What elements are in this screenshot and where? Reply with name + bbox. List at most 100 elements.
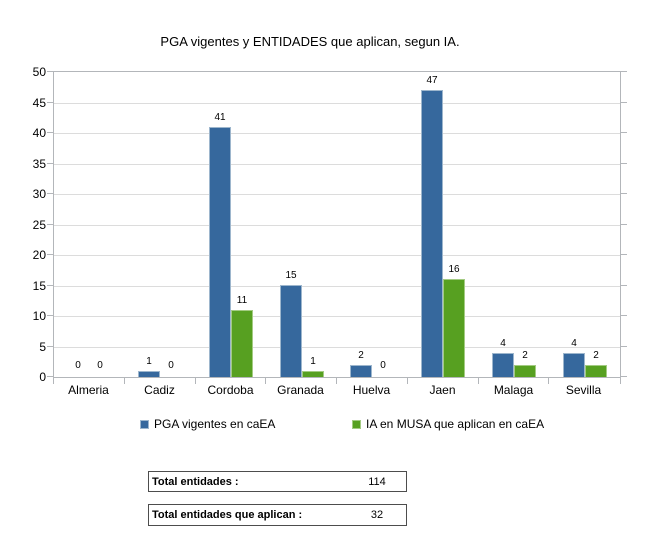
x-category-label: Granada (277, 383, 324, 397)
x-axis-labels: Almeria Cadiz Cordoba Granada Huelva Jaen Mala… (53, 383, 621, 399)
plot-area: 0 0 1 0 41 11 15 1 2 0 47 16 4 2 4 2 (53, 71, 621, 378)
y-tick-mark (47, 102, 53, 103)
legend-item: PGA vigentes en caEA (140, 417, 275, 431)
x-tick-mark (195, 378, 196, 384)
y-tick-label: 50 (32, 65, 46, 79)
x-tick-mark (407, 378, 408, 384)
y-tick-mark (47, 71, 53, 72)
y-tick-mark (621, 254, 627, 255)
bar-value-label: 0 (97, 360, 103, 371)
y-tick-mark (621, 71, 627, 72)
bar-jaen-series2 (443, 279, 465, 377)
y-tick-label: 15 (32, 279, 46, 293)
x-tick-mark (548, 378, 549, 384)
y-tick-mark (621, 376, 627, 377)
x-tick-mark (620, 378, 621, 384)
y-tick-mark (47, 346, 53, 347)
y-tick-mark (621, 132, 627, 133)
chart-legend: PGA vigentes en caEA IA en MUSA que aplic… (0, 417, 661, 431)
y-tick-mark (621, 315, 627, 316)
x-category-label: Huelva (352, 383, 391, 397)
y-tick-label: 10 (32, 309, 46, 323)
y-tick-mark (621, 102, 627, 103)
bar-granada-series1 (280, 285, 302, 377)
y-tick-mark (47, 224, 53, 225)
total-entities-box: Total entidades : 114 (148, 471, 407, 492)
total-applying-box: Total entidades que aplican : 32 (148, 504, 407, 526)
gridline (54, 255, 620, 256)
y-tick-label: 40 (32, 126, 46, 140)
bar-jaen-series1 (421, 90, 443, 377)
x-tick-mark (478, 378, 479, 384)
bar-cadiz-series1 (138, 371, 160, 377)
bar-value-label: 0 (380, 360, 386, 371)
y-tick-mark (621, 163, 627, 164)
y-tick-mark (47, 132, 53, 133)
gridline (54, 103, 620, 104)
y-tick-mark (47, 285, 53, 286)
bar-value-label: 16 (448, 264, 460, 275)
bar-sevilla-series1 (563, 353, 585, 377)
y-tick-mark (621, 224, 627, 225)
x-tick-mark (336, 378, 337, 384)
bar-value-label: 41 (214, 112, 226, 123)
x-category-label: Jaen (429, 383, 456, 397)
legend-item: IA en MUSA que aplican en caEA (352, 417, 544, 431)
y-tick-mark (621, 193, 627, 194)
gridline (54, 286, 620, 287)
y-tick-label: 25 (32, 218, 46, 232)
x-category-label: Almeria (68, 383, 109, 397)
x-category-label: Cordoba (207, 383, 254, 397)
bar-value-label: 15 (285, 270, 297, 281)
total-applying-label: Total entidades que aplican : (152, 509, 303, 521)
y-tick-mark (621, 346, 627, 347)
gridline (54, 225, 620, 226)
legend-label: PGA vigentes en caEA (154, 417, 276, 431)
bar-value-label: 1 (310, 356, 316, 367)
x-category-label: Malaga (493, 383, 534, 397)
x-tick-mark (53, 378, 54, 384)
legend-label: IA en MUSA que aplican en caEA (366, 417, 545, 431)
legend-marker-icon (352, 419, 361, 429)
y-tick-mark (47, 315, 53, 316)
bar-value-label: 4 (571, 338, 577, 349)
y-tick-mark (47, 193, 53, 194)
bar-malaga-series1 (492, 353, 514, 377)
y-tick-mark (621, 285, 627, 286)
bar-granada-series2 (302, 371, 324, 377)
x-category-label: Sevilla (565, 383, 602, 397)
legend-marker-icon (140, 419, 149, 429)
bar-value-label: 2 (358, 350, 364, 361)
x-tick-mark (265, 378, 266, 384)
gridline (54, 316, 620, 317)
y-tick-label: 20 (32, 248, 46, 262)
gridline (54, 347, 620, 348)
bar-value-label: 0 (75, 360, 81, 371)
gridline (54, 133, 620, 134)
bar-value-label: 4 (500, 338, 506, 349)
y-tick-mark (47, 376, 53, 377)
y-tick-label: 0 (39, 370, 46, 384)
y-axis: 0 5 10 15 20 25 30 35 40 45 50 (0, 65, 46, 384)
bar-sevilla-series2 (585, 365, 607, 377)
bar-cordoba-series1 (209, 127, 231, 377)
total-entities-value: 114 (368, 475, 386, 488)
chart-title: PGA vigentes y ENTIDADES que aplican, se… (160, 34, 460, 49)
x-category-label: Cadiz (144, 383, 175, 397)
bar-value-label: 2 (593, 350, 599, 361)
bar-value-label: 11 (236, 295, 248, 306)
total-applying-value: 32 (370, 509, 384, 521)
bar-huelva-series1 (350, 365, 372, 377)
bar-value-label: 0 (168, 360, 174, 371)
y-tick-mark (47, 163, 53, 164)
bar-cordoba-series2 (231, 310, 253, 377)
y-tick-label: 5 (39, 340, 46, 354)
bar-malaga-series2 (514, 365, 536, 377)
y-tick-label: 30 (32, 187, 46, 201)
y-tick-label: 45 (32, 96, 46, 110)
gridline (54, 164, 620, 165)
y-tick-label: 35 (32, 157, 46, 171)
bar-value-label: 1 (146, 356, 152, 367)
x-tick-mark (124, 378, 125, 384)
